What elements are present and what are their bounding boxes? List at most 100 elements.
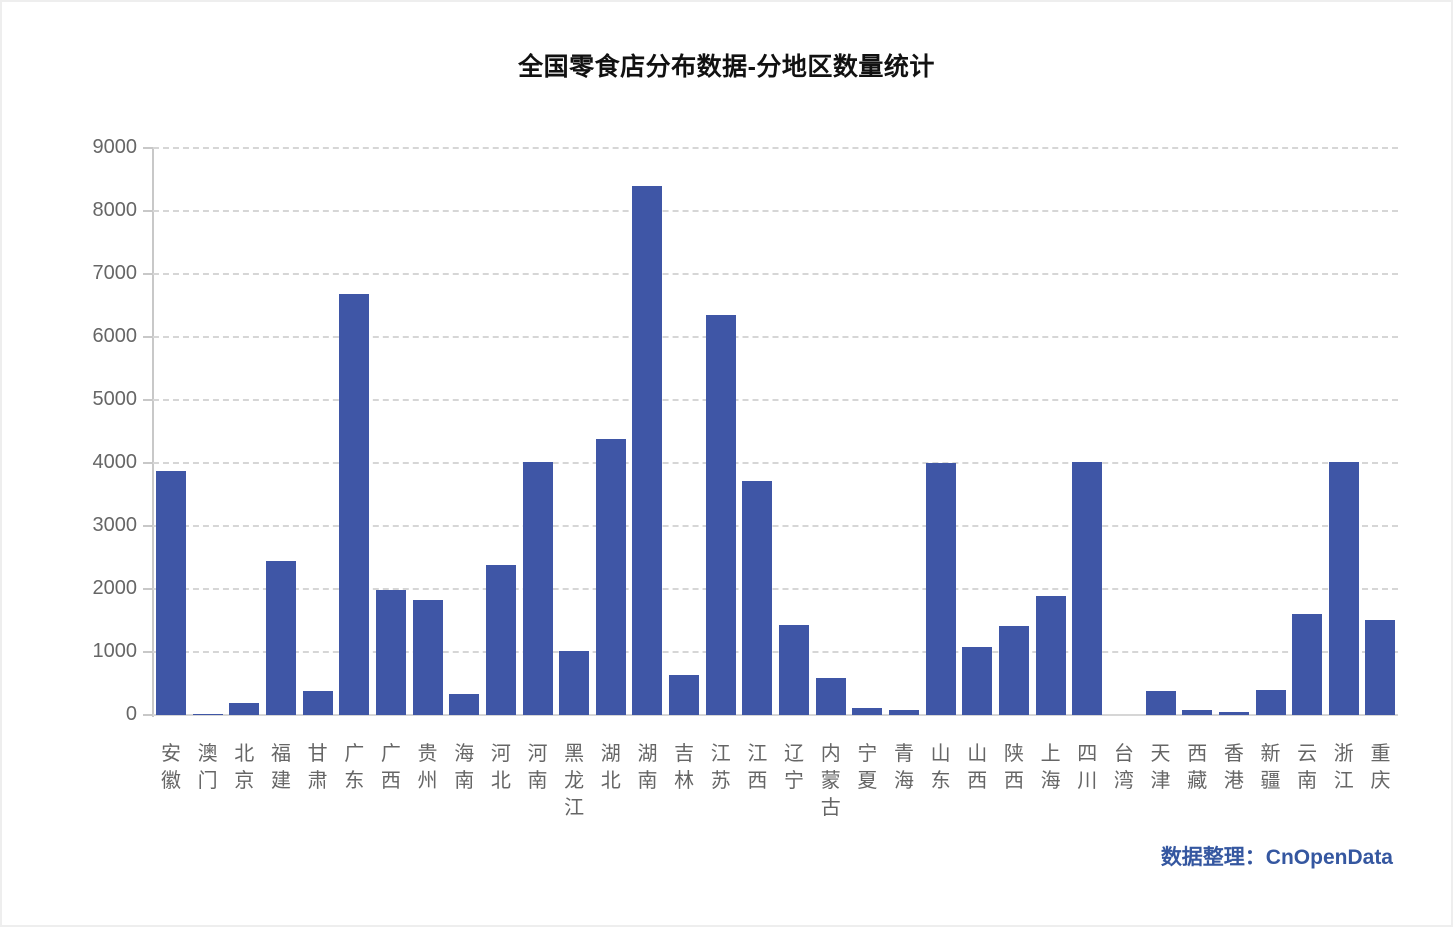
bar-山东[interactable] (925, 462, 956, 715)
bar-湖南[interactable] (632, 186, 663, 715)
chart-title: 全国零食店分布数据-分地区数量统计 (518, 53, 935, 81)
y-tick-label: 7000 (92, 262, 138, 284)
bar-河南[interactable] (522, 462, 553, 715)
bar-山西[interactable] (962, 646, 993, 715)
y-tick-label: 4000 (92, 451, 138, 473)
bar-青海[interactable] (889, 709, 919, 715)
y-tick-mark (143, 651, 153, 653)
bar-西藏[interactable] (1182, 709, 1213, 715)
x-tick-label: 陕西 (1003, 743, 1024, 792)
x-tick-label: 浙江 (1333, 743, 1354, 792)
y-tick-label: 6000 (92, 325, 138, 347)
y-tick-mark (143, 588, 153, 590)
y-tick-label: 0 (125, 703, 137, 725)
gridline (153, 147, 1398, 149)
bar-海南[interactable] (449, 693, 480, 715)
bar-云南[interactable] (1292, 613, 1323, 715)
bar-上海[interactable] (1035, 595, 1066, 715)
bar-澳门[interactable] (192, 713, 223, 715)
x-tick-label: 香港 (1223, 743, 1244, 792)
y-tick-mark (143, 336, 153, 338)
bar-天津[interactable] (1145, 690, 1176, 715)
gridline (153, 210, 1398, 212)
y-tick-label: 2000 (92, 577, 138, 599)
x-tick-label: 上海 (1040, 743, 1061, 792)
x-tick-label: 重庆 (1370, 743, 1391, 792)
y-tick-label: 1000 (92, 640, 138, 662)
gridline (153, 273, 1398, 275)
x-tick-label: 北京 (234, 743, 255, 792)
y-tick-mark (143, 147, 153, 149)
y-tick-mark (143, 210, 153, 212)
x-tick-label: 山东 (930, 743, 951, 792)
bar-江苏[interactable] (705, 315, 736, 715)
bar-北京[interactable] (229, 702, 260, 715)
gridline (153, 336, 1398, 338)
x-tick-label: 广西 (380, 743, 401, 792)
bar-浙江[interactable] (1328, 461, 1359, 715)
x-tick-label: 河北 (490, 743, 511, 792)
x-tick-label: 福建 (270, 743, 291, 792)
x-tick-label: 青海 (894, 743, 914, 792)
x-tick-label: 江西 (747, 743, 768, 792)
bar-湖北[interactable] (595, 439, 626, 715)
bar-广西[interactable] (375, 589, 406, 715)
x-tick-label: 河南 (527, 743, 548, 792)
bar-吉林[interactable] (669, 675, 700, 715)
y-tick-mark (143, 399, 153, 401)
y-tick-mark (143, 462, 153, 464)
bar-内蒙古[interactable] (815, 677, 846, 715)
bar-甘肃[interactable] (302, 690, 333, 715)
gridline (153, 399, 1398, 401)
x-tick-label: 辽宁 (784, 743, 805, 792)
y-tick-label: 3000 (92, 514, 138, 536)
bar-福建[interactable] (265, 560, 296, 715)
x-tick-label: 江苏 (710, 743, 731, 792)
gridline (153, 462, 1398, 464)
x-tick-label: 甘肃 (307, 743, 328, 792)
gridline (153, 651, 1398, 653)
y-axis-line (152, 147, 154, 717)
gridline (153, 525, 1398, 527)
bar-贵州[interactable] (412, 600, 443, 715)
x-tick-label: 吉林 (674, 743, 695, 792)
bar-广东[interactable] (339, 293, 370, 715)
y-tick-mark (143, 714, 153, 716)
bar-宁夏[interactable] (852, 707, 883, 715)
y-tick-label: 8000 (92, 199, 138, 221)
y-tick-mark (143, 273, 153, 275)
x-tick-label: 四川 (1077, 743, 1098, 792)
x-tick-label: 湖南 (637, 743, 658, 792)
source-note: 数据整理：CnOpenData (1160, 846, 1393, 869)
bar-重庆[interactable] (1365, 619, 1396, 715)
bar-河北[interactable] (485, 565, 516, 715)
bar-四川[interactable] (1072, 461, 1103, 715)
x-tick-label: 澳门 (197, 743, 218, 792)
gridline (153, 588, 1398, 590)
y-tick-label: 9000 (92, 136, 138, 158)
x-tick-label: 西藏 (1187, 743, 1208, 792)
bar-新疆[interactable] (1255, 689, 1286, 715)
x-tick-label: 广东 (344, 743, 365, 792)
bar-黑龙江[interactable] (559, 651, 590, 715)
y-tick-mark (143, 525, 153, 527)
x-tick-label: 海南 (454, 743, 475, 792)
x-tick-label: 湖北 (600, 743, 621, 792)
x-tick-label: 山西 (967, 743, 988, 792)
x-tick-label: 台湾 (1113, 743, 1134, 792)
x-tick-label: 内蒙古 (820, 743, 841, 819)
bar-陕西[interactable] (998, 625, 1029, 715)
y-tick-label: 5000 (92, 388, 138, 410)
x-tick-label: 天津 (1150, 743, 1171, 792)
x-tick-label: 安徽 (161, 743, 181, 792)
x-tick-label: 云南 (1297, 743, 1318, 792)
x-tick-label: 新疆 (1260, 743, 1281, 792)
x-tick-label: 黑龙江 (564, 743, 585, 819)
bar-江西[interactable] (742, 481, 773, 715)
bar-辽宁[interactable] (779, 625, 810, 715)
bar-安徽[interactable] (156, 470, 186, 715)
x-tick-label: 宁夏 (857, 743, 878, 792)
x-tick-label: 贵州 (417, 743, 438, 792)
bar-香港[interactable] (1218, 711, 1249, 715)
